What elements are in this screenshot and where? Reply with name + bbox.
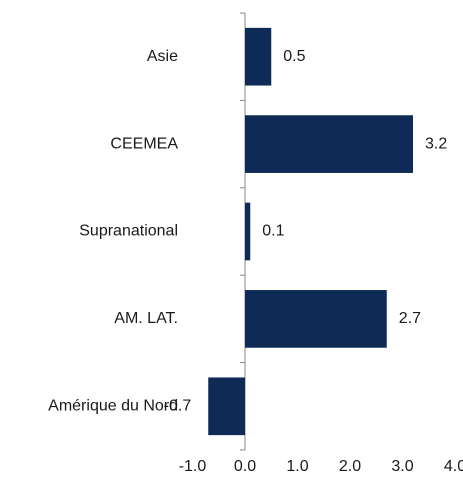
x-tick-label: -1.0 [179,458,207,475]
category-label: AM. LAT. [114,310,178,327]
value-label: 0.1 [262,223,284,240]
x-tick-label: 4.0 [444,458,463,475]
category-label: Amérique du Nord [48,398,178,415]
bar [245,27,272,86]
value-label: 3.2 [425,135,447,152]
bar [245,115,413,173]
category-label: Supranational [79,223,178,240]
value-label: 0.5 [283,48,305,65]
value-label: 2.7 [399,310,421,327]
category-label: CEEMEA [110,135,178,152]
value-label: -0.7 [164,398,192,415]
x-tick-label: 0.0 [234,458,256,475]
bar [208,377,245,436]
x-tick-label: 1.0 [286,458,308,475]
category-label: Asie [147,48,178,65]
bar [245,202,251,261]
bar [245,290,387,348]
x-tick-label: 3.0 [391,458,413,475]
x-tick-label: 2.0 [339,458,361,475]
